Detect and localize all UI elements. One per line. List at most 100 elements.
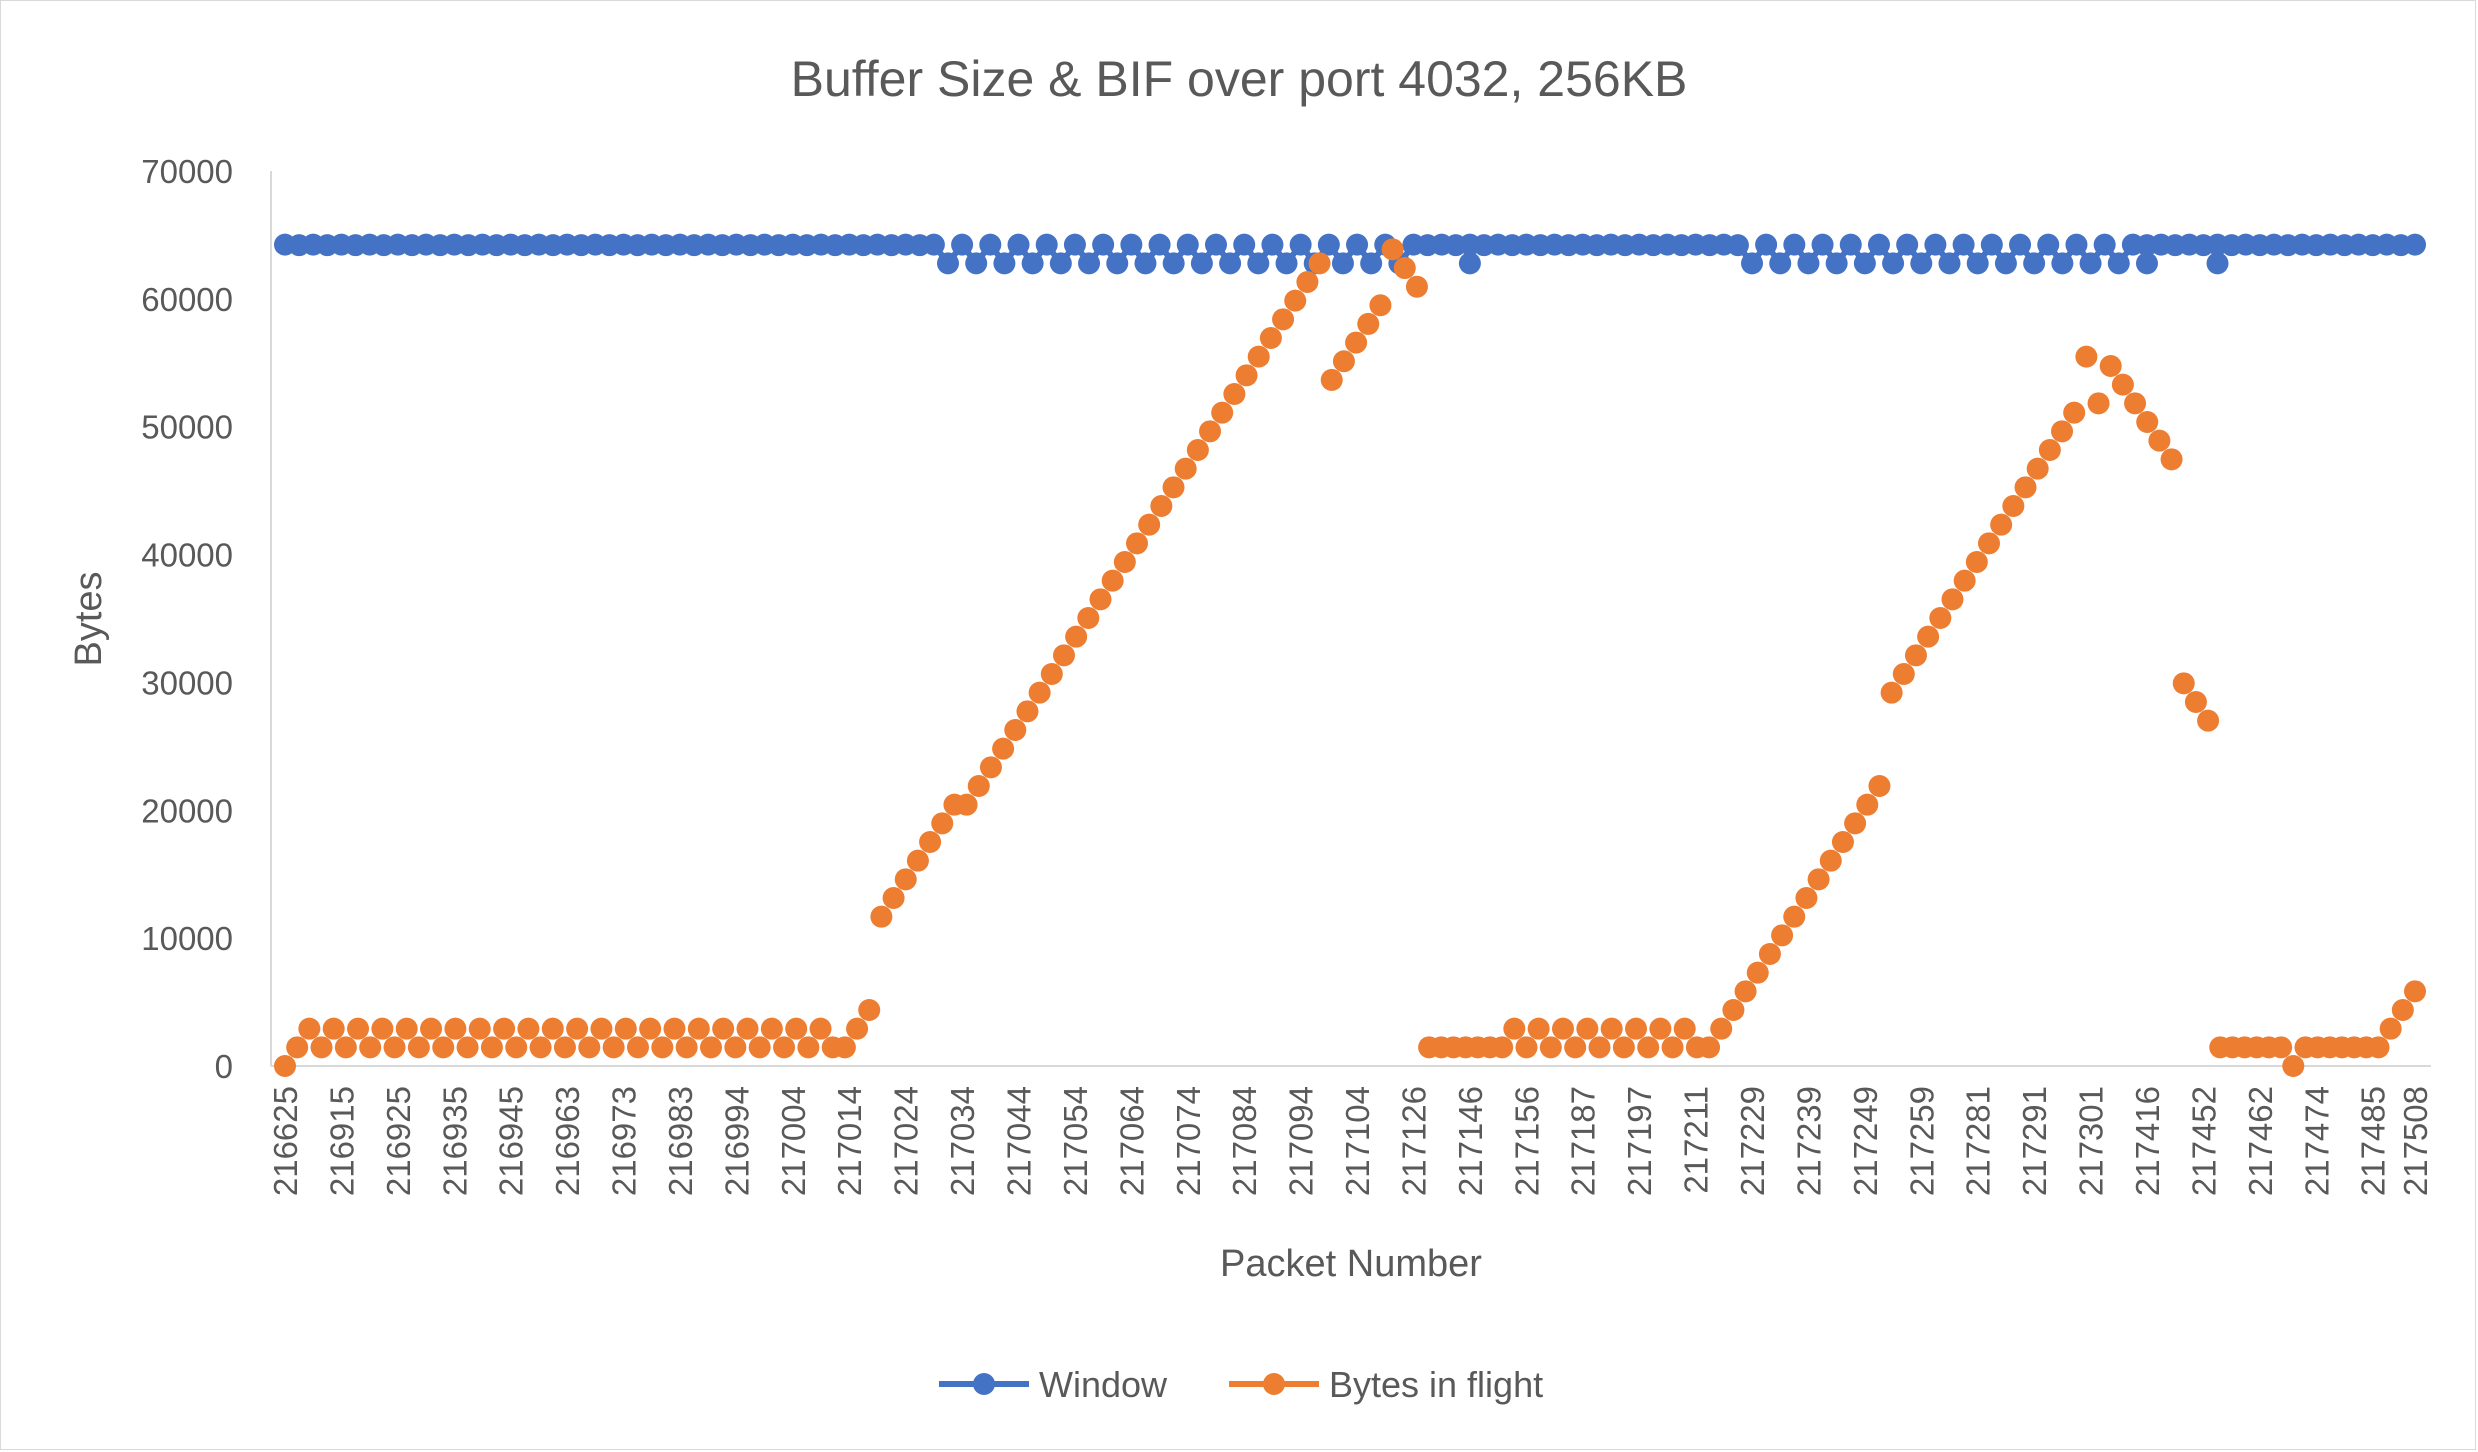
bytes-in-flight-point <box>979 756 1002 779</box>
x-axis-title: Packet Number <box>1220 1243 1482 1285</box>
window-point <box>1317 233 1340 256</box>
bytes-in-flight-point <box>1856 793 1879 816</box>
window-point <box>1825 252 1848 275</box>
bytes-in-flight-point <box>2124 392 2147 415</box>
bytes-in-flight-point <box>906 849 929 872</box>
x-tick-label: 217229 <box>1734 1086 1771 1196</box>
bytes-in-flight-point <box>566 1017 589 1040</box>
bytes-in-flight-point <box>846 1017 869 1040</box>
window-point <box>1049 252 1072 275</box>
window-point <box>993 252 1016 275</box>
x-tick-label: 217301 <box>2073 1086 2110 1196</box>
window-point <box>1148 233 1171 256</box>
legend-bif-swatch-dot <box>1263 1373 1285 1395</box>
window-point <box>979 233 1002 256</box>
bytes-in-flight-point <box>1126 532 1148 555</box>
bytes-in-flight-point <box>383 1036 406 1059</box>
bytes-in-flight-point <box>1199 420 1222 443</box>
x-tick-label: 217146 <box>1452 1086 1489 1196</box>
window-point <box>1867 233 1890 256</box>
window-point <box>1219 252 1242 275</box>
bytes-in-flight-point <box>334 1036 357 1059</box>
bytes-in-flight-point <box>1588 1036 1611 1059</box>
window-point <box>1289 233 1312 256</box>
x-tick-label: 217126 <box>1395 1086 1432 1196</box>
bytes-in-flight-point <box>955 793 978 816</box>
window-point <box>2135 252 2158 275</box>
x-tick-label: 216983 <box>662 1086 699 1196</box>
bytes-in-flight-point <box>614 1017 637 1040</box>
bytes-in-flight-point <box>2026 457 2049 480</box>
legend-window-swatch-dot <box>973 1373 995 1395</box>
x-tick-label: 217074 <box>1170 1086 1207 1196</box>
window-point <box>1261 233 1284 256</box>
bytes-in-flight-point <box>785 1017 808 1040</box>
y-tick-label: 30000 <box>141 664 233 701</box>
bytes-in-flight-point <box>2379 1017 2402 1040</box>
x-tick-label: 217156 <box>1508 1086 1545 1196</box>
y-tick-label: 70000 <box>141 153 233 190</box>
window-point <box>1783 233 1806 256</box>
bytes-in-flight-point <box>809 1017 832 1040</box>
bytes-in-flight-point <box>687 1017 710 1040</box>
bytes-in-flight-point <box>1771 924 1794 947</box>
chart-title: Buffer Size & BIF over port 4032, 256KB <box>791 51 1688 107</box>
bytes-in-flight-point <box>2391 998 2414 1021</box>
bytes-in-flight-point <box>371 1017 394 1040</box>
x-tick-label: 217485 <box>2355 1086 2392 1196</box>
bytes-in-flight-point <box>2197 709 2220 732</box>
bytes-in-flight-point <box>529 1036 552 1059</box>
x-tick-label: 216625 <box>267 1086 304 1196</box>
bytes-in-flight-point <box>894 868 917 891</box>
window-point <box>1952 233 1975 256</box>
bytes-in-flight-point <box>1819 849 1842 872</box>
window-point <box>2079 252 2102 275</box>
bytes-in-flight-point <box>931 812 954 835</box>
window-point <box>1247 252 1270 275</box>
bytes-in-flight-point <box>1904 644 1927 667</box>
bytes-in-flight-point <box>1345 331 1368 354</box>
window-point <box>1331 252 1354 275</box>
bytes-in-flight-point <box>1978 532 2000 555</box>
y-tick-label: 50000 <box>141 409 233 446</box>
bytes-in-flight-point <box>1089 588 1112 611</box>
window-point <box>1458 252 1481 275</box>
window-point <box>1346 233 1369 256</box>
x-tick-label: 217187 <box>1565 1086 1602 1196</box>
bytes-in-flight-point <box>1576 1017 1599 1040</box>
x-tick-group: 216625 216915 216925 216935 216945 216963 2169… <box>267 1086 2434 1196</box>
window-point <box>1021 252 1044 275</box>
window-point <box>1035 233 1058 256</box>
y-tick-label: 40000 <box>141 537 233 574</box>
bytes-in-flight-point <box>736 1017 759 1040</box>
bytes-in-flight-point <box>1515 1036 1538 1059</box>
bytes-in-flight-point <box>1637 1036 1660 1059</box>
bytes-in-flight-point <box>1929 606 1952 629</box>
bytes-in-flight-point <box>1722 998 1745 1021</box>
bytes-in-flight-point <box>1880 681 1903 704</box>
window-point <box>1162 252 1185 275</box>
x-tick-label: 217024 <box>888 1086 925 1196</box>
bytes-in-flight-point <box>1369 294 1392 317</box>
window-point <box>2051 252 2074 275</box>
window-point <box>1741 252 1764 275</box>
bytes-in-flight-point <box>578 1036 601 1059</box>
bytes-in-flight-point <box>1625 1017 1648 1040</box>
window-point <box>2037 233 2060 256</box>
bytes-in-flight-point <box>882 886 905 909</box>
bytes-in-flight-series <box>274 238 2426 1077</box>
window-point <box>2206 252 2229 275</box>
bytes-in-flight-point <box>1016 700 1039 723</box>
bytes-in-flight-point <box>724 1036 747 1059</box>
window-point <box>2093 233 2116 256</box>
window-point <box>1853 252 1876 275</box>
bytes-in-flight-point <box>663 1017 686 1040</box>
bytes-in-flight-point <box>2184 690 2207 713</box>
bytes-in-flight-point <box>1138 513 1161 536</box>
bytes-in-flight-point <box>651 1036 674 1059</box>
y-tick-group: 0 10000 20000 30000 40000 50000 60000 70000 <box>141 153 233 1085</box>
bytes-in-flight-point <box>773 1036 796 1059</box>
bytes-in-flight-point <box>1320 368 1343 391</box>
